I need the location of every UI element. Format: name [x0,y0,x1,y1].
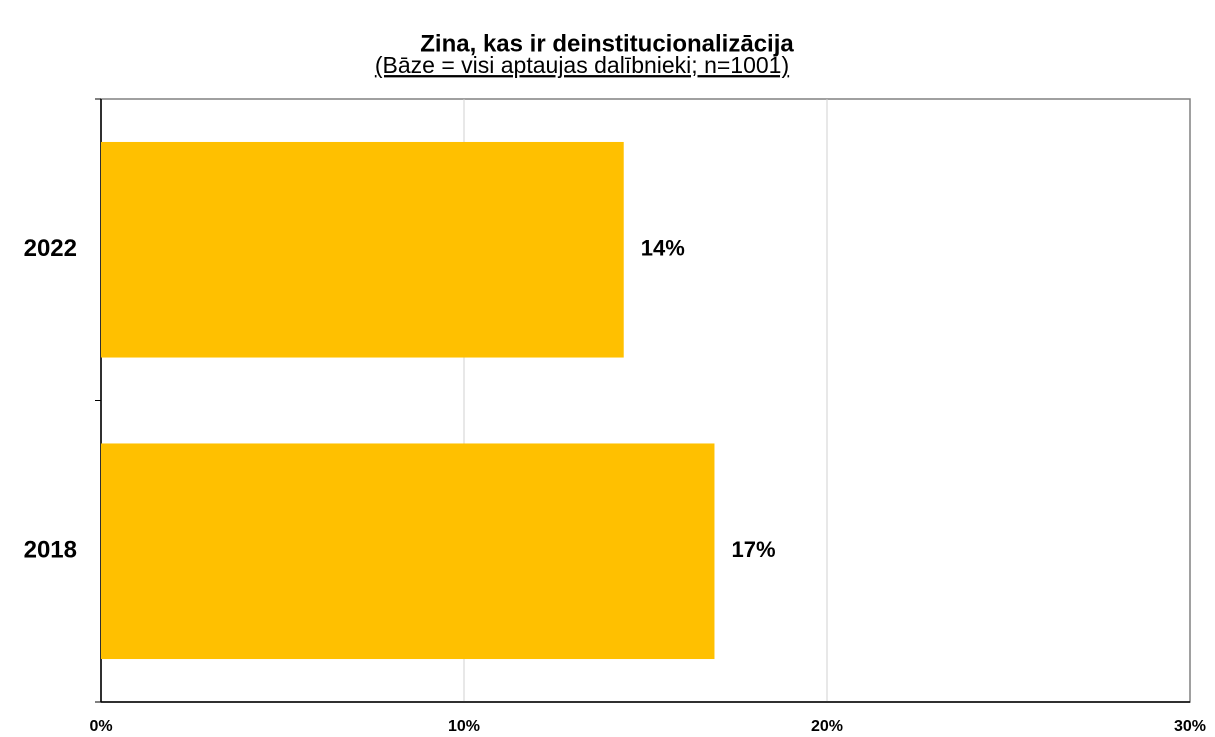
x-tick-label: 10% [448,718,480,735]
y-tick-label: 2018 [24,537,77,564]
chart-subtitle: (Bāze = visi aptaujas dalībnieki; n=1001… [375,52,789,78]
bar [101,443,715,660]
x-tick-label: 0% [89,718,112,735]
y-tick-label: 2022 [24,235,77,262]
data-label: 17% [731,537,775,562]
bar [101,141,624,358]
chart-title: Zina, kas ir deinstitucionalizācija [420,30,794,57]
x-tick-label: 30% [1174,718,1206,735]
x-tick-label: 20% [811,718,843,735]
data-label: 14% [641,236,685,261]
